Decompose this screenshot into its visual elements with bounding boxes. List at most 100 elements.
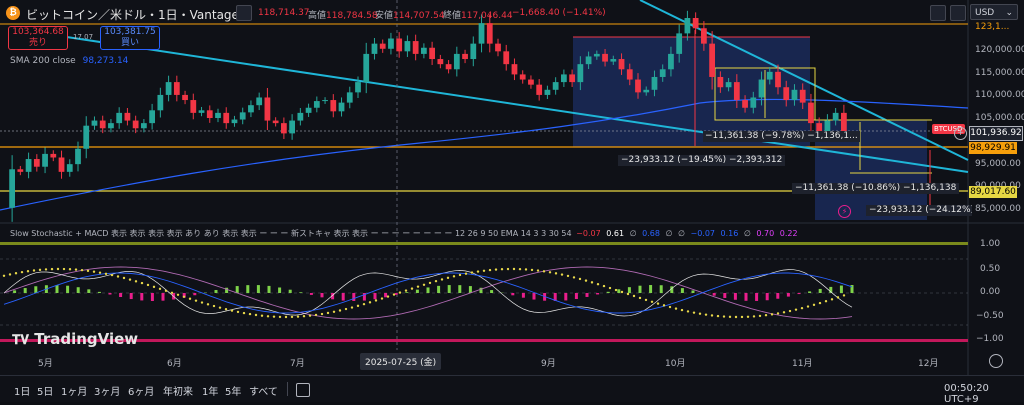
- download-icon[interactable]: [930, 5, 946, 21]
- signal-dot: [699, 313, 701, 315]
- signal-dot: [399, 291, 401, 293]
- macd-histogram-bar: [586, 293, 589, 297]
- candle-body: [59, 157, 65, 171]
- macd-histogram-bar: [681, 288, 684, 293]
- candle-body: [314, 101, 320, 108]
- macd-histogram-bar: [713, 293, 716, 296]
- macd-histogram-bar: [723, 293, 726, 298]
- range-ytd[interactable]: 年初来: [163, 383, 193, 398]
- candle-body: [734, 82, 740, 100]
- sma-label[interactable]: SMA 200 close 98,273.14: [10, 56, 128, 67]
- signal-dot: [693, 311, 695, 313]
- signal-dot: [201, 301, 203, 303]
- signal-dot: [159, 288, 161, 290]
- candle-body: [413, 41, 419, 54]
- range-3m[interactable]: 3ヶ月: [94, 383, 120, 398]
- measure-label-3: −11,361.38 (−10.86%) −1,136,138: [792, 183, 959, 194]
- signal-dot: [279, 316, 281, 318]
- measure-label-1: −11,361.38 (−9.78%) −1,136,1...: [703, 131, 860, 142]
- range-1y[interactable]: 1年: [202, 383, 218, 398]
- time-tick-dec: 12月: [918, 356, 938, 369]
- candle-body: [775, 72, 781, 87]
- signal-dot: [345, 308, 347, 310]
- signal-dot: [741, 316, 743, 318]
- macd-histogram-bar: [458, 285, 461, 293]
- signal-dot: [669, 306, 671, 308]
- signal-dot: [549, 271, 551, 273]
- candle-body: [462, 54, 468, 59]
- signal-dot: [93, 271, 95, 273]
- range-6m[interactable]: 6ヶ月: [128, 383, 154, 398]
- settings-gear-icon[interactable]: [989, 354, 1003, 368]
- range-1m[interactable]: 1ヶ月: [61, 383, 87, 398]
- signal-dot: [717, 315, 719, 317]
- macd-histogram-bar: [278, 287, 281, 293]
- signal-dot: [117, 275, 119, 277]
- range-all[interactable]: すべて: [249, 383, 278, 398]
- candle-body: [388, 39, 394, 49]
- range-5y[interactable]: 5年: [225, 383, 241, 398]
- symbol-title[interactable]: ビットコイン／米ドル・1日・Vantage: [26, 6, 239, 23]
- tv-logo-icon: 𝐓𝐕: [12, 333, 29, 348]
- signal-dot: [705, 313, 707, 315]
- fullscreen-icon[interactable]: [950, 5, 966, 21]
- osc-tick-2: 0.00: [980, 287, 1000, 297]
- macd-histogram-bar: [162, 293, 165, 301]
- candle-body: [709, 44, 715, 77]
- signal-dot: [627, 293, 629, 295]
- price-tick-7: 85,000.00: [975, 204, 1021, 214]
- add-plus-icon[interactable]: +: [954, 127, 967, 140]
- date-range-separator: [287, 382, 288, 396]
- signal-dot: [291, 316, 293, 318]
- candle-body: [92, 121, 98, 126]
- signal-dot: [183, 296, 185, 298]
- sma-value: 98,273.14: [83, 56, 129, 66]
- candle-body: [306, 108, 312, 113]
- price-tick-5: 95,000.00: [975, 159, 1021, 169]
- range-5d[interactable]: 5日: [37, 383, 53, 398]
- macd-histogram-bar: [257, 285, 260, 293]
- candle-body: [536, 85, 542, 95]
- macd-histogram-bar: [24, 288, 27, 293]
- lightning-icon[interactable]: ⚡: [838, 205, 851, 218]
- macd-histogram-bar: [808, 291, 811, 293]
- signal-dot: [573, 276, 575, 278]
- signal-dot: [189, 298, 191, 300]
- ind-val-7: 0.16: [721, 229, 739, 238]
- signal-dot: [69, 268, 71, 270]
- indicator-legend[interactable]: Slow Stochastic + MACD 表示 表示 表示 表示 あり あり…: [10, 228, 798, 239]
- ohlc-low: 安値114,707.54: [375, 8, 445, 21]
- signal-dot: [609, 287, 611, 289]
- candle-body: [454, 54, 460, 69]
- signal-dot: [315, 314, 317, 316]
- signal-dot: [663, 304, 665, 306]
- signal-dot: [273, 315, 275, 317]
- signal-dot: [171, 292, 173, 294]
- signal-dot: [453, 275, 455, 277]
- macd-histogram-bar: [448, 285, 451, 293]
- candle-body: [520, 74, 526, 79]
- eye-icon[interactable]: [236, 5, 252, 21]
- calendar-compare-icon[interactable]: [296, 383, 310, 397]
- signal-dot: [723, 315, 725, 317]
- macd-histogram-bar: [299, 292, 302, 293]
- signal-dot: [225, 308, 227, 310]
- buy-button[interactable]: 103,381.75 買い: [100, 26, 160, 50]
- candle-body: [660, 69, 666, 77]
- candle-body: [610, 59, 616, 62]
- range-1d[interactable]: 1日: [14, 383, 30, 398]
- macd-histogram-bar: [766, 293, 769, 300]
- signal-dot: [753, 315, 755, 317]
- candle-body: [215, 113, 221, 118]
- signal-dot: [105, 273, 107, 275]
- macd-histogram-bar: [596, 293, 599, 294]
- ind-val-0: −0.07: [576, 229, 601, 238]
- currency-select[interactable]: USD⌄: [970, 4, 1018, 20]
- clock-time[interactable]: 00:50:20 UTC+9: [944, 383, 1024, 405]
- signal-dot: [603, 285, 605, 287]
- macd-histogram-bar: [755, 293, 758, 301]
- sell-button[interactable]: 103,364.68 売り: [8, 26, 68, 50]
- candle-body: [50, 154, 56, 158]
- signal-dot: [417, 285, 419, 287]
